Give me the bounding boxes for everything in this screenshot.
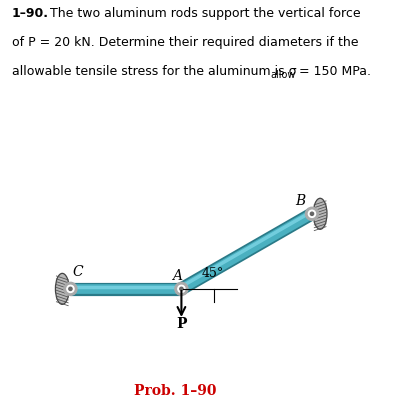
Ellipse shape [55,273,69,304]
Circle shape [308,210,315,217]
Text: B: B [294,194,304,208]
Circle shape [69,287,72,290]
Circle shape [305,207,318,220]
Text: C: C [72,266,83,279]
Text: A: A [172,269,182,283]
Text: 1–90.: 1–90. [12,7,49,20]
Text: allowable tensile stress for the aluminum is σ: allowable tensile stress for the aluminu… [12,64,296,78]
Ellipse shape [312,198,326,229]
Text: of P = 20 kN. Determine their required diameters if the: of P = 20 kN. Determine their required d… [12,36,358,49]
Text: 45°: 45° [201,267,223,280]
Text: = 150 MPa.: = 150 MPa. [295,64,371,78]
Text: Prob. 1–90: Prob. 1–90 [133,384,216,398]
Text: allow: allow [269,70,295,80]
Text: P: P [175,317,186,331]
Circle shape [174,282,188,295]
Circle shape [67,285,74,293]
Circle shape [310,212,313,215]
Text: The two aluminum rods support the vertical force: The two aluminum rods support the vertic… [46,7,360,20]
Circle shape [179,287,182,290]
Circle shape [64,282,77,295]
Circle shape [177,285,184,293]
